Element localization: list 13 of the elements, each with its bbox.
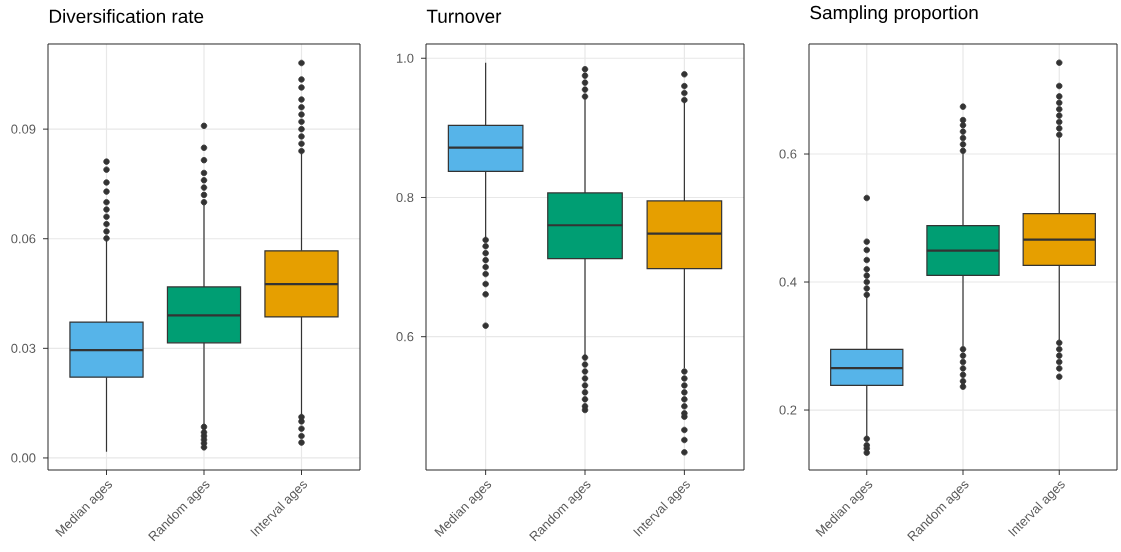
y-tick-label: 1.0 bbox=[396, 53, 414, 63]
chart-title: Sampling proportion bbox=[810, 5, 978, 24]
y-tick-label: 0.6 bbox=[779, 149, 797, 159]
y-tick-label: 0.8 bbox=[396, 192, 414, 203]
y-tick-label: 0.06 bbox=[11, 234, 36, 244]
y-tick-label: 0.4 bbox=[779, 277, 797, 287]
y-tick-label: 0.00 bbox=[11, 453, 36, 463]
y-tick-label: 0.09 bbox=[11, 124, 36, 134]
chart-title: Diversification rate bbox=[49, 9, 204, 23]
y-tick-label: 0.6 bbox=[396, 332, 414, 342]
chart-title: Turnover bbox=[426, 9, 502, 23]
y-tick-label: 0.2 bbox=[779, 405, 797, 415]
y-tick-label: 0.03 bbox=[11, 343, 36, 353]
